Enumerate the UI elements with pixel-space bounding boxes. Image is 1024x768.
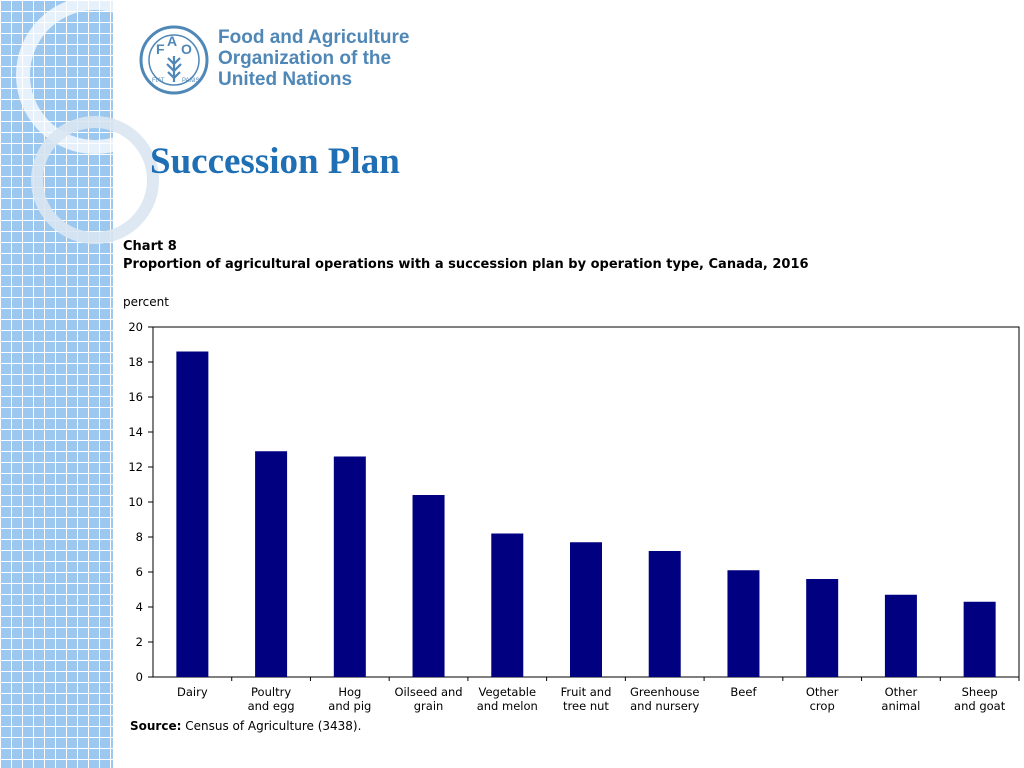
bar-1 (255, 451, 288, 677)
x-category-label: and pig (328, 699, 371, 713)
x-category-label: crop (810, 699, 835, 713)
fao-logo-emblem: F A O FIAT PANIS (139, 25, 209, 95)
source-label: Source: (130, 719, 182, 733)
y-axis-unit-label: percent (123, 295, 169, 309)
x-category-label: grain (414, 699, 444, 713)
y-tick-label: 2 (136, 635, 143, 649)
svg-text:A: A (167, 33, 177, 49)
x-category-label: Other (806, 685, 839, 699)
y-tick-label: 12 (128, 460, 143, 474)
org-name-line-1: Food and Agriculture (218, 27, 410, 48)
chart-header: Chart 8 Proportion of agricultural opera… (123, 238, 863, 274)
y-tick-label: 20 (128, 320, 143, 334)
y-tick-label: 16 (128, 390, 143, 404)
y-tick-label: 14 (128, 425, 143, 439)
x-category-label: Sheep (962, 685, 998, 699)
source-note: Source: Census of Agriculture (3438). (130, 719, 361, 733)
svg-text:O: O (181, 41, 192, 57)
bar-5 (570, 542, 602, 677)
x-category-label: Dairy (177, 685, 208, 699)
x-category-label: Oilseed and (394, 685, 462, 699)
x-category-label: Fruit and (561, 685, 612, 699)
bar-6 (648, 551, 681, 677)
y-tick-label: 8 (136, 530, 143, 544)
x-category-label: tree nut (563, 699, 609, 713)
bar-4 (491, 533, 524, 677)
x-category-label: Beef (730, 685, 757, 699)
org-name-line-2: Organization of the (218, 48, 392, 69)
x-category-label: Vegetable (478, 685, 536, 699)
x-category-label: and melon (477, 699, 538, 713)
org-name-line-3: United Nations (218, 69, 353, 90)
x-category-label: and nursery (630, 699, 699, 713)
bar-10 (963, 601, 996, 677)
chart-number: Chart 8 (123, 239, 177, 254)
y-tick-label: 0 (136, 670, 143, 684)
bar-8 (806, 579, 839, 677)
x-category-label: Poultry (251, 685, 291, 699)
bar-0 (176, 351, 209, 677)
x-category-label: animal (881, 699, 920, 713)
x-category-label: Greenhouse (630, 685, 700, 699)
source-text: Census of Agriculture (3438). (185, 719, 362, 733)
svg-text:FIAT: FIAT (152, 78, 165, 84)
organization-name: Food and Agriculture Organization of the… (218, 27, 409, 90)
x-category-label: Other (885, 685, 918, 699)
slide-title: Succession Plan (150, 141, 400, 182)
chart-title: Proportion of agricultural operations wi… (123, 257, 809, 272)
x-category-label: Hog (338, 685, 361, 699)
y-tick-label: 6 (136, 565, 143, 579)
x-category-label: and goat (954, 699, 1006, 713)
bar-2 (333, 456, 366, 677)
bar-7 (727, 570, 760, 677)
svg-text:F: F (156, 41, 165, 57)
svg-text:PANIS: PANIS (182, 78, 200, 84)
y-tick-label: 10 (128, 495, 143, 509)
bar-9 (884, 594, 917, 677)
y-tick-label: 4 (136, 600, 143, 614)
bar-3 (412, 495, 445, 677)
y-tick-label: 18 (128, 355, 143, 369)
x-category-label: and egg (248, 699, 295, 713)
